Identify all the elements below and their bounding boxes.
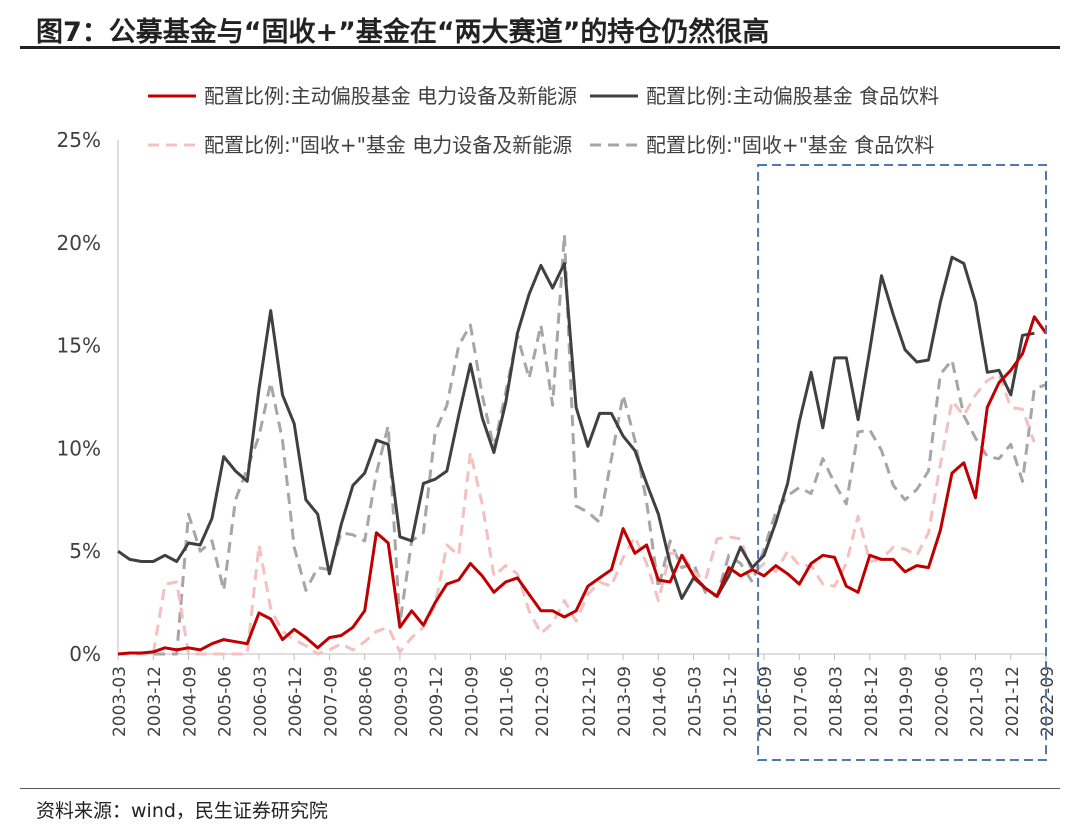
x-tick-label: 2012-03: [533, 666, 553, 737]
x-tick-label: 2017-06: [791, 666, 811, 737]
x-axis: 2003-03 2003-12 2004-09 2005-06 2006-03 2006-…: [110, 653, 1058, 737]
legend: 配置比例:主动偏股基金 电力设备及新能源 配置比例:主动偏股基金 食品饮料配置比例…: [148, 84, 939, 157]
x-tick-label: 2020-06: [932, 666, 952, 737]
x-tick-label: 2009-03: [392, 666, 412, 737]
legend-label: 配置比例:"固收+"基金 电力设备及新能源: [204, 133, 572, 157]
title-divider: [20, 46, 1060, 49]
series-line-2: [117, 255, 1035, 600]
x-tick-label: 2018-12: [862, 666, 882, 737]
x-tick-label: 2019-09: [897, 666, 917, 737]
y-tick-label: 15%: [57, 334, 101, 358]
legend-label: 配置比例:主动偏股基金 电力设备及新能源: [204, 84, 577, 108]
series-line-1: [117, 315, 1048, 656]
y-tick-label: 5%: [69, 539, 101, 563]
series-line-4: [118, 233, 1047, 656]
x-tick-label: 2021-12: [1003, 666, 1023, 737]
y-tick-label: 20%: [57, 231, 101, 255]
y-tick-label: 25%: [57, 128, 101, 152]
x-tick-label: 2015-12: [721, 666, 741, 737]
x-tick-label: 2003-03: [110, 666, 130, 737]
chart-title: 图7：公募基金与“固收+”基金在“两大赛道”的持仓仍然很高: [36, 17, 770, 48]
x-tick-label: 2005-06: [216, 666, 236, 737]
x-tick-label: 2004-09: [180, 666, 200, 737]
source-note: 资料来源：wind，民生证券研究院: [36, 800, 328, 822]
x-tick-label: 2008-06: [357, 666, 377, 737]
x-tick-label: 2010-09: [462, 666, 482, 737]
highlight-box: [757, 164, 1047, 761]
x-tick-label: 2012-12: [580, 666, 600, 737]
x-tick-label: 2014-06: [650, 666, 670, 737]
x-tick-label: 2006-03: [251, 666, 271, 737]
legend-label: 配置比例:"固收+"基金 食品饮料: [646, 133, 934, 157]
y-tick-label: 0%: [69, 642, 101, 666]
x-tick-label: 2021-03: [968, 666, 988, 737]
x-tick-label: 2016-09: [756, 666, 776, 737]
x-tick-label: 2003-12: [145, 666, 165, 737]
legend-label: 配置比例:主动偏股基金 食品饮料: [646, 84, 939, 108]
footer-divider: [20, 788, 1060, 789]
y-axis: 0% 5% 10% 15% 20% 25%: [57, 128, 119, 666]
x-tick-label: 2009-12: [427, 666, 447, 737]
x-tick-label: 2022-09: [1038, 666, 1058, 737]
series-line-3: [118, 372, 1036, 656]
series-lines: [117, 233, 1048, 656]
y-tick-label: 10%: [57, 436, 101, 460]
highlight-box-group: [757, 164, 1047, 761]
x-tick-label: 2006-12: [286, 666, 306, 737]
x-tick-label: 2013-09: [615, 666, 635, 737]
x-tick-label: 2015-03: [686, 666, 706, 737]
x-tick-label: 2011-06: [498, 666, 518, 737]
x-tick-label: 2018-03: [827, 666, 847, 737]
x-tick-label: 2007-09: [321, 666, 341, 737]
